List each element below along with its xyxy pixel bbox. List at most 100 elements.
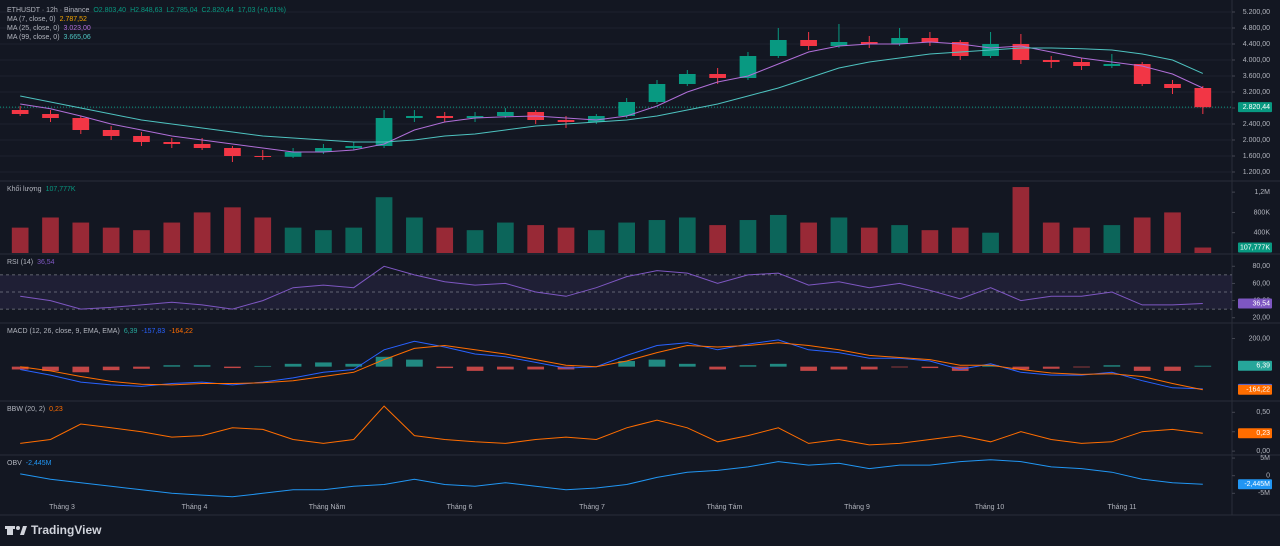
candle-body [1073,62,1090,66]
legend-label: OBV [7,460,22,467]
candle-body [1164,84,1181,88]
logo-part [16,526,20,530]
legend-value: 3.023,00 [64,25,91,32]
candle-body [193,144,211,148]
y-tick-label: 60,00 [1252,280,1270,287]
legend-value: -164,22 [169,328,193,335]
histogram-bar [648,359,666,367]
legend-value: -157,83 [141,328,165,335]
histogram-bar [1073,366,1090,368]
brand-logo [5,526,27,535]
y-tick-label: 0 [1266,473,1270,480]
y-tick-label: 4.800,00 [1243,25,1270,32]
volume-bar [436,227,454,253]
histogram-bar [769,363,787,367]
volume-bar [315,230,332,253]
candle-body [466,116,484,118]
indicator-line [20,405,1203,446]
value-badge [1238,428,1272,439]
candle-body [557,120,575,122]
value-badge-label: 36,54 [1252,300,1270,307]
volume-bar [102,227,120,253]
histogram-bar [527,366,545,370]
volume-bar [557,227,575,253]
candle-body [648,84,666,102]
volume-bar [982,232,999,253]
volume-bar [921,230,939,253]
candle-body [921,38,939,42]
x-tick-label: Tháng 3 [49,504,75,511]
y-tick-label: 20,00 [1252,315,1270,322]
legend-label: BBW (20, 2) [7,406,45,413]
histogram-bar [284,363,302,367]
candle-body [42,114,59,118]
candle-body [860,42,878,44]
volume-bar [648,220,666,253]
volume-bar [769,214,787,253]
volume-bar [42,217,59,253]
histogram-bar [72,366,90,373]
volume-bar [951,227,969,253]
histogram-bar [11,366,29,370]
y-tick-label: 3.600,00 [1243,73,1270,80]
candle-body [1103,64,1121,66]
value-badge-label: -164,22 [1246,387,1270,394]
histogram-bar [466,366,484,371]
histogram-bar [982,365,999,367]
candle-body [830,42,848,46]
candle-body [436,116,454,118]
legend-value: 3.665,06 [64,34,91,41]
histogram-bar [42,366,59,371]
candle-body [1194,88,1212,108]
indicator-line [20,342,1203,391]
histogram-bar [133,366,150,369]
histogram-bar [163,365,181,367]
histogram-bar [1103,365,1121,367]
logo-part [7,526,13,535]
brand: TradingView [31,523,102,537]
x-tick-label: Tháng Tám [707,504,743,511]
candle-body [618,102,636,116]
volume-bar [891,225,908,253]
legend-value: 0,23 [49,406,63,413]
volume-bar [860,227,878,253]
legend-label: MA (7, close, 0) [7,16,56,23]
volume-bar [618,222,636,253]
legend-label: RSI (14) [7,259,33,266]
y-tick-label: 1.600,00 [1243,153,1270,160]
value-badge [1238,479,1272,490]
histogram-bar [1194,365,1212,367]
y-tick-label: 4.000,00 [1243,57,1270,64]
candle-body [72,118,90,130]
y-tick-label: 5.200,00 [1243,9,1270,16]
candle-body [739,56,757,78]
candle-body [163,142,181,144]
volume-bar [406,217,423,253]
volume-bar [678,217,696,253]
indicator-line [20,265,1203,310]
x-tick-label: Tháng 4 [182,504,208,511]
value-badge [1238,384,1272,395]
legend-value: -2,445M [26,460,52,467]
legend-value: C2.820,44 [202,7,234,14]
candle-body [133,136,150,142]
y-tick-label: 5M [1260,455,1270,462]
legend-value: 6,39 [124,328,138,335]
histogram-bar [678,363,696,367]
candle-body [1133,64,1151,84]
volume-bar [497,222,514,253]
histogram-bar [830,366,848,370]
candle-body [375,118,393,146]
candle-body [254,156,272,157]
volume-bar [466,230,484,253]
histogram-bar [1133,366,1151,371]
histogram-bar [1042,366,1060,369]
volume-bar [1164,212,1181,253]
histogram-bar [497,366,514,370]
y-tick-label: 800K [1254,209,1271,216]
indicator-line [20,459,1203,498]
y-tick-label: -5M [1258,490,1270,497]
logo-part [5,526,15,529]
volume-bar [1194,247,1212,253]
